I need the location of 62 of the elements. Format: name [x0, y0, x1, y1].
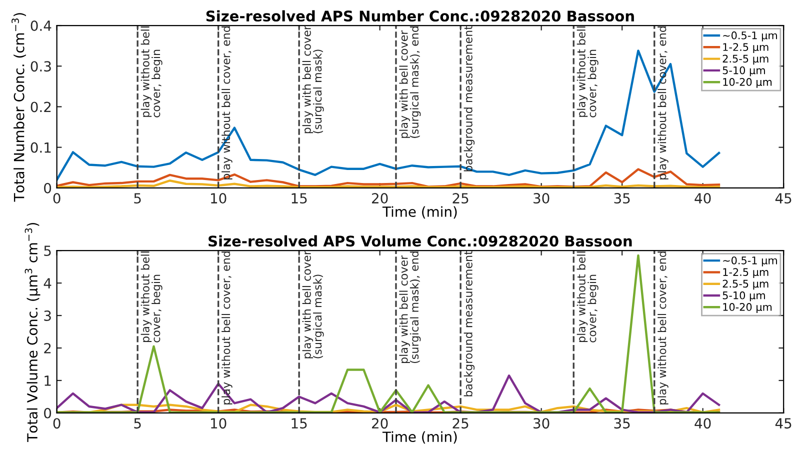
y-tick-label: 4 [44, 278, 52, 288]
x-tick-label: 25 [452, 193, 468, 204]
legend-label: 5-10 μm [722, 291, 765, 302]
y-axis-title: Total Volume Conc. (μm$^{3}$ cm$^{−3}$) [24, 222, 40, 442]
y-tick-label: 0.3 [30, 61, 51, 72]
y-tick-label: 1 [44, 376, 51, 386]
y-tick-label: 2 [44, 342, 51, 354]
chart-title: Size-resolved APS Volume Conc.:09282020 Bassoon [208, 235, 632, 247]
legend-label: 2.5-5 μm [722, 280, 768, 290]
x-tick-label: 0 [53, 418, 60, 429]
ref-line-label: play with bell cover (surgical mask) [302, 26, 324, 134]
x-tick-label: 5 [134, 193, 141, 204]
y-tick-label: 5 [44, 246, 51, 256]
y-tick-label: 3 [44, 310, 51, 321]
ref-line-label: play without bell cover, end [222, 26, 232, 180]
x-tick-label: 25 [452, 418, 468, 429]
chart-title: Size-resolved APS Number Conc.:09282020 Bassoon [206, 10, 634, 22]
line-series [56, 180, 720, 188]
ref-line-label: play without bell cover, end [658, 252, 668, 404]
ref-line-label: play with bell cover (surgical mask), end [399, 252, 421, 364]
legend-label: 1-2.5 μm [723, 43, 768, 53]
y-tick-label: 0.1 [30, 142, 51, 153]
x-tick-label: 15 [292, 193, 307, 204]
x-tick-label: 30 [534, 418, 550, 429]
ref-line-label: play without bell cover, begin [140, 26, 162, 118]
legend-label: 2.5-5 μm [722, 54, 768, 65]
x-tick-label: 40 [694, 193, 711, 204]
y-tick-label: 0.4 [30, 20, 52, 31]
ref-line-label: play without bell cover, begin [576, 26, 598, 118]
ref-line-label: background measurement [464, 26, 475, 172]
x-tick-label: 40 [694, 418, 711, 429]
legend-label: 5-10 μm [722, 66, 765, 76]
ref-line-label: play with bell cover (surgical mask) [302, 250, 324, 358]
ref-line-label: play with bell cover (surgical mask), end [399, 26, 421, 138]
x-tick-label: 10 [211, 193, 226, 204]
x-axis-title: Time (min) [382, 431, 457, 444]
x-tick-label: 0 [53, 193, 60, 204]
ref-line-label: background measurement [464, 250, 475, 396]
ref-line-label: play without bell cover, end [222, 252, 232, 404]
legend-label: ~0.5-1 μm [723, 31, 777, 42]
x-tick-label: 45 [775, 418, 792, 429]
x-tick-label: 30 [534, 193, 550, 204]
x-tick-label: 45 [775, 193, 792, 204]
x-tick-label: 20 [372, 418, 388, 429]
x-tick-label: 35 [614, 418, 630, 429]
x-tick-label: 10 [211, 418, 226, 429]
y-tick-label: 0 [44, 408, 52, 418]
y-tick-label: 0.2 [30, 102, 51, 112]
legend-label: 1-2.5 μm [723, 268, 768, 278]
ref-line-label: play without bell cover, end [658, 26, 668, 180]
legend-label: ~0.5-1 μm [723, 256, 777, 266]
x-tick-label: 35 [614, 193, 630, 204]
y-axis-title: Total Number Conc. (cm$^{−3}$) [12, 13, 26, 202]
x-tick-label: 20 [372, 193, 388, 204]
x-tick-label: 15 [292, 418, 307, 429]
x-tick-label: 5 [134, 418, 141, 429]
ref-line-label: play without bell cover, begin [140, 252, 162, 342]
legend-label: 10-20 μm [723, 78, 772, 88]
ref-line-label: play without bell cover, begin [576, 252, 598, 342]
legend-label: 10-20 μm [723, 303, 772, 313]
y-tick-label: 0 [44, 182, 52, 194]
x-axis-title: Time (min) [382, 206, 457, 219]
